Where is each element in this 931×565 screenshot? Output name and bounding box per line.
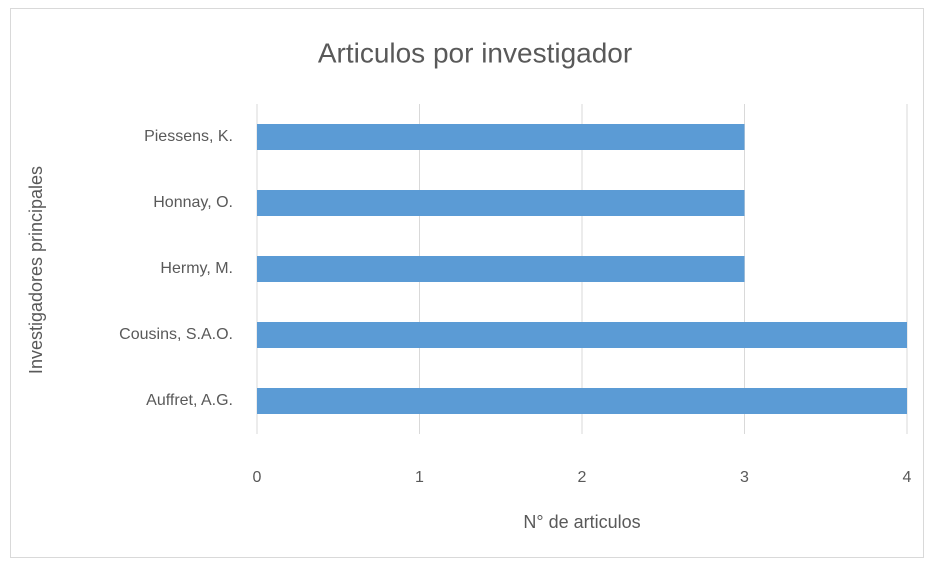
bar xyxy=(257,124,745,150)
x-tick-label: 0 xyxy=(253,469,262,486)
y-tick-label: Piessens, K. xyxy=(144,128,233,145)
chart-border xyxy=(10,8,924,558)
x-tick-label: 3 xyxy=(740,469,749,486)
x-tick-label: 4 xyxy=(903,469,912,486)
x-tick-label: 1 xyxy=(415,469,424,486)
y-tick-label: Hermy, M. xyxy=(160,260,233,277)
y-tick-label: Auffret, A.G. xyxy=(146,392,233,409)
chart-title: Articulos por investigador xyxy=(318,37,632,68)
y-axis-label: Investigadores principales xyxy=(26,166,46,374)
x-axis-label: N° de articulos xyxy=(523,512,640,532)
y-tick-label: Honnay, O. xyxy=(153,194,233,211)
bar xyxy=(257,322,907,348)
bar xyxy=(257,190,745,216)
bar xyxy=(257,256,745,282)
bar xyxy=(257,388,907,414)
x-tick-label: 2 xyxy=(578,469,587,486)
y-tick-label: Cousins, S.A.O. xyxy=(119,326,233,343)
